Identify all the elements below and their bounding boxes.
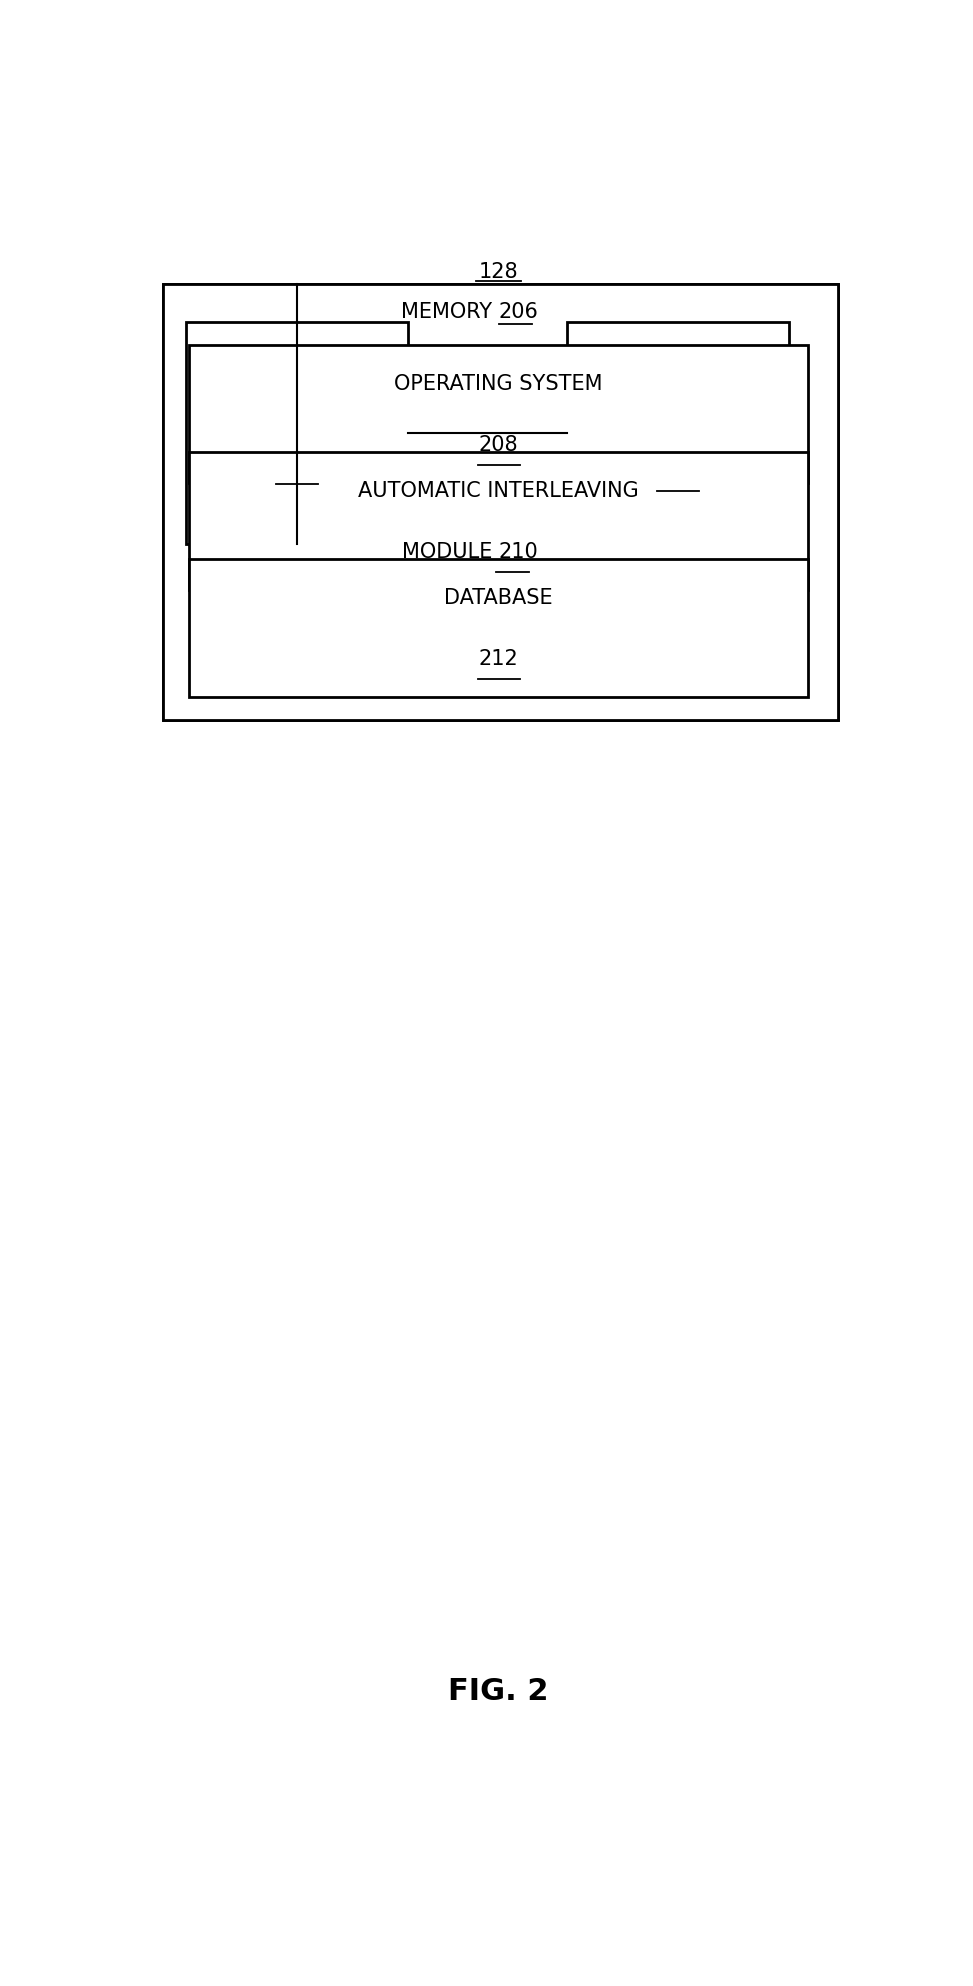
Text: DATABASE: DATABASE (445, 588, 553, 608)
Text: 206: 206 (499, 302, 538, 322)
Bar (190, 453, 808, 590)
Bar (163, 284, 838, 721)
Text: 208: 208 (479, 435, 519, 455)
Bar (190, 346, 808, 483)
Text: 202: 202 (277, 455, 317, 475)
Text: FIG. 2: FIG. 2 (449, 1676, 549, 1706)
Bar (190, 560, 808, 697)
Text: OPERATING SYSTEM: OPERATING SYSTEM (394, 373, 603, 393)
Bar (566, 322, 789, 544)
Text: 210: 210 (499, 542, 538, 562)
Text: 128: 128 (479, 262, 519, 282)
Text: CIRCUITS: CIRCUITS (630, 407, 726, 429)
Text: 204: 204 (658, 461, 698, 481)
Bar (186, 322, 409, 544)
Text: AUTOMATIC INTERLEAVING: AUTOMATIC INTERLEAVING (358, 481, 639, 500)
Text: MEMORY: MEMORY (401, 302, 499, 322)
Text: 212: 212 (479, 649, 519, 669)
Text: MODULE: MODULE (402, 542, 499, 562)
Bar (163, 284, 838, 721)
Text: CPU: CPU (275, 389, 318, 409)
Text: SUPPORT: SUPPORT (630, 365, 726, 385)
